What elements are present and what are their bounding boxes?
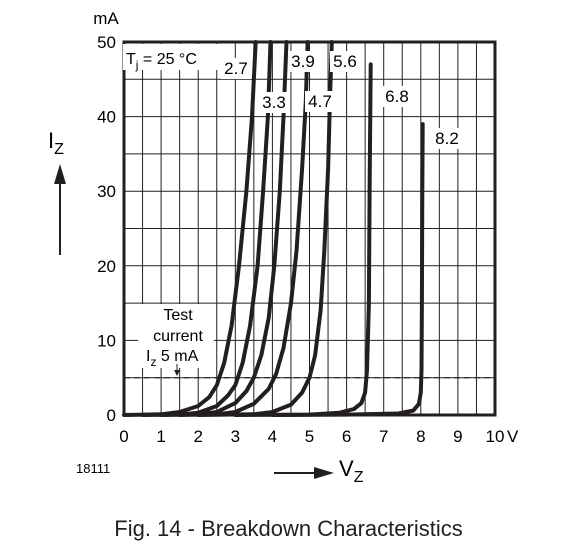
series-label: 3.9 — [291, 52, 315, 71]
x-tick-label: 2 — [193, 427, 202, 446]
x-tick-label: 8 — [416, 427, 425, 446]
test-label-line1: Test — [163, 307, 193, 324]
x-tick-label: 5 — [305, 427, 314, 446]
test-label-line2: current — [153, 328, 203, 345]
plot-frame — [122, 40, 497, 417]
series-label: 3.3 — [262, 93, 286, 112]
x-tick-label: 7 — [379, 427, 388, 446]
series-label-background — [382, 86, 412, 107]
series-label: 2.7 — [224, 59, 248, 78]
y-tick-label: 0 — [107, 406, 116, 425]
figure-caption: Fig. 14 - Breakdown Characteristics — [114, 516, 463, 541]
y-tick-label: 30 — [97, 182, 116, 201]
chart-grid — [124, 42, 495, 415]
x-tick-label: 9 — [453, 427, 462, 446]
series-curve-2.7 — [122, 40, 258, 417]
series-label-background — [288, 51, 318, 72]
x-tick-label: 1 — [156, 427, 165, 446]
figure-id: 18111 — [76, 461, 110, 476]
x-tick-label: 4 — [268, 427, 277, 446]
test-label-line3: Iz 5 mA — [146, 348, 199, 369]
series-labels: 2.7 3.3 3.9 4.7 5.6 6.8 8.2 — [221, 51, 462, 149]
y-tick-label: 10 — [97, 331, 116, 350]
x-tick-label: 0 — [119, 427, 128, 446]
series-label-background — [221, 58, 251, 79]
series-curve-4.7 — [177, 40, 310, 417]
condition-label: Tj = 25 °C — [126, 51, 197, 72]
series-label: 5.6 — [333, 52, 357, 71]
y-tick-label: 40 — [97, 108, 116, 127]
series-label-background — [259, 92, 289, 113]
y-tick-labels: 0 10 20 30 40 50 — [97, 33, 116, 425]
x-tick-label: 10 — [486, 427, 505, 446]
series-curves — [122, 40, 425, 417]
series-label: 4.7 — [308, 92, 332, 111]
x-unit-label: V — [507, 427, 519, 446]
y-axis-arrow-head — [54, 164, 66, 184]
series-curve-5.6 — [196, 40, 334, 417]
x-tick-label: 6 — [342, 427, 351, 446]
x-tick-labels: 0 1 2 3 4 5 6 7 8 9 10 — [119, 427, 504, 446]
x-axis-arrow-head — [314, 467, 334, 479]
x-tick-label: 3 — [231, 427, 240, 446]
x-axis-label: VZ — [339, 456, 364, 486]
series-label-background — [432, 128, 462, 149]
y-tick-label: 20 — [97, 257, 116, 276]
series-label: 8.2 — [435, 129, 459, 148]
test-arrow-head — [174, 370, 180, 376]
breakdown-characteristics-chart: 0 1 2 3 4 5 6 7 8 9 10 0 10 20 30 40 50 2.7 3.3 3.9 4.7 5.6… — [48, 9, 519, 486]
y-unit-label: mA — [93, 9, 119, 28]
series-label: 6.8 — [385, 87, 409, 106]
y-axis-label: IZ — [48, 128, 64, 158]
series-label-background — [330, 51, 360, 72]
y-tick-label: 50 — [97, 33, 116, 52]
series-label-background — [305, 91, 335, 112]
